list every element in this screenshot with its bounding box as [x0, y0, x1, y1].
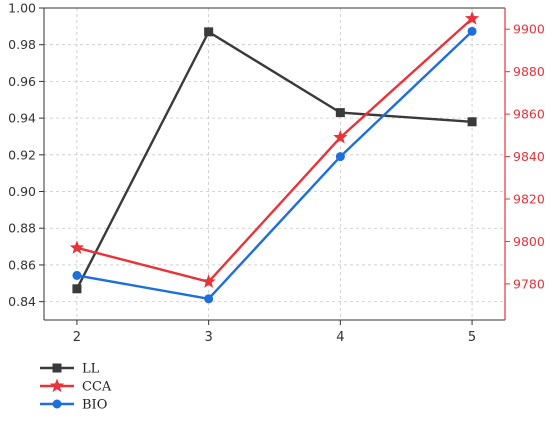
- data-point-cca: [333, 129, 348, 144]
- x-tick-label: 4: [336, 330, 344, 345]
- data-point-cca: [201, 274, 216, 288]
- data-point-ll: [72, 284, 82, 294]
- grid-lines: [44, 8, 505, 320]
- data-point-bio: [467, 26, 477, 36]
- y-left-tick-label: 0.96: [8, 74, 36, 89]
- data-series: [69, 11, 480, 304]
- x-tick-label: 2: [73, 330, 81, 345]
- series-line-ll: [75, 30, 473, 290]
- data-point-ll: [335, 108, 345, 118]
- legend-label-ll: LL: [82, 362, 100, 377]
- y-left-tick-label: 1.00: [8, 1, 36, 16]
- legend-item-ll: LL: [40, 362, 100, 377]
- y-left-tick-label: 0.98: [8, 37, 36, 52]
- y-right-tick-label: 9780: [513, 276, 545, 291]
- data-point-ll: [204, 27, 214, 37]
- y-right-tick-label: 9820: [513, 192, 545, 207]
- y-right-tick-label: 9800: [513, 234, 545, 249]
- y-left-tick-label: 0.90: [8, 184, 36, 199]
- data-point-cca: [69, 240, 85, 254]
- series-cca: [69, 11, 480, 288]
- legend-label-bio: BIO: [82, 398, 107, 413]
- y-left-tick-label: 0.86: [8, 257, 36, 272]
- y-left-tick-label: 0.94: [8, 111, 36, 126]
- y-left-tick-label: 0.84: [8, 294, 36, 309]
- y-left-tick-label: 0.88: [8, 221, 36, 236]
- data-point-bio: [335, 152, 345, 162]
- data-point-ll: [467, 117, 477, 127]
- legend-marker-ll: [52, 363, 62, 373]
- y-right-tick-label: 9840: [513, 149, 545, 164]
- series-bio: [72, 26, 477, 304]
- x-tick-label: 5: [468, 330, 476, 345]
- y-right-tick-label: 9880: [513, 64, 545, 79]
- y-right-tick-label: 9860: [513, 107, 545, 122]
- legend-marker-bio: [52, 399, 62, 409]
- data-point-bio: [72, 270, 82, 280]
- x-tick-label: 3: [205, 330, 213, 345]
- legend: LL CCA BIO: [40, 362, 112, 413]
- series-line-cca: [76, 17, 473, 283]
- series-line-bio: [76, 30, 473, 300]
- legend-item-cca: CCA: [40, 378, 112, 395]
- series-ll: [72, 27, 477, 294]
- axes: 2 3 4 5 0.84 0.86 0.88 0.90 0.92 0.94 0.96 0.98 1.00…: [8, 1, 545, 346]
- data-point-cca: [464, 11, 480, 25]
- legend-item-bio: BIO: [40, 398, 107, 413]
- y-left-tick-label: 0.92: [8, 147, 36, 162]
- legend-label-cca: CCA: [82, 380, 112, 395]
- y-right-tick-label: 9900: [513, 22, 545, 37]
- data-point-bio: [204, 294, 214, 304]
- legend-marker-cca: [49, 378, 65, 393]
